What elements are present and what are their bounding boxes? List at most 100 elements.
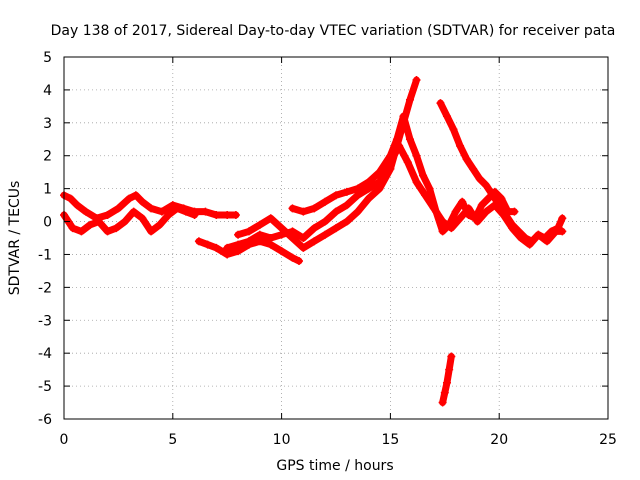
data-point (255, 230, 264, 239)
data-point (462, 155, 471, 164)
data-point (399, 112, 408, 121)
data-point (321, 217, 330, 226)
data-point (425, 184, 434, 193)
data-point (405, 135, 414, 144)
data-point (147, 204, 156, 213)
data-point (332, 207, 340, 216)
y-tick-label: 1 (43, 182, 52, 198)
data-point (449, 125, 458, 134)
data-point (181, 207, 190, 216)
data-point (447, 352, 456, 361)
data-point (540, 234, 549, 242)
data-point (155, 220, 164, 229)
data-point (405, 95, 414, 104)
y-tick-label: -4 (38, 346, 52, 362)
data-point (277, 230, 286, 239)
data-point (364, 194, 373, 203)
data-point (81, 207, 90, 216)
data-point (495, 201, 504, 210)
data-point (438, 227, 447, 236)
y-tick-label: 5 (43, 50, 52, 66)
series-trace-8 (438, 352, 456, 407)
data-point (442, 112, 451, 121)
data-point (138, 197, 147, 206)
data-point (244, 227, 253, 236)
data-point (445, 220, 454, 229)
data-point (438, 398, 447, 407)
data-point (86, 220, 95, 229)
data-point (201, 207, 210, 216)
y-tick-label: -1 (38, 247, 52, 263)
data-point (432, 207, 441, 216)
data-point (510, 207, 519, 216)
data-point (277, 247, 286, 256)
data-point (288, 253, 297, 262)
data-point (353, 184, 362, 193)
x-axis-label: GPS time / hours (276, 458, 393, 474)
data-point (419, 171, 428, 180)
data-point (451, 207, 460, 216)
data-point (321, 230, 330, 239)
data-point (244, 237, 253, 246)
series-trace (223, 142, 566, 252)
data-point (112, 224, 121, 233)
data-point (471, 214, 480, 223)
data-point (234, 240, 243, 249)
data-point (342, 187, 351, 196)
data-series (60, 76, 567, 407)
data-point (66, 194, 75, 203)
data-point (458, 197, 467, 206)
data-point (310, 237, 319, 246)
y-tick-label: 2 (43, 149, 52, 165)
series-trace (60, 204, 199, 235)
y-tick-label: -5 (38, 379, 52, 395)
data-point (364, 178, 373, 187)
x-tick-label: 5 (168, 432, 177, 448)
data-point (469, 164, 478, 173)
data-point (558, 227, 567, 236)
y-tick-label: 3 (43, 116, 52, 132)
y-tick-labels: -6 -5 -4 -3 -2 -1 0 1 2 3 4 5 (38, 50, 52, 428)
data-point (288, 204, 297, 213)
data-point (392, 135, 401, 144)
data-point (234, 230, 243, 239)
data-point (157, 207, 166, 216)
data-point (114, 204, 123, 213)
data-point (436, 99, 445, 108)
data-point (131, 191, 140, 200)
y-tick-label: -3 (38, 313, 52, 329)
data-point (103, 227, 112, 236)
x-tick-label: 25 (599, 432, 617, 448)
data-point (514, 227, 523, 236)
data-point (353, 207, 362, 216)
data-point (342, 217, 351, 226)
data-point (129, 207, 138, 216)
data-point (190, 210, 199, 219)
data-point (440, 388, 449, 397)
y-tick-label: -2 (38, 280, 52, 296)
chart-title: Day 138 of 2017, Sidereal Day-to-day VTE… (51, 23, 616, 39)
x-tick-label: 10 (273, 432, 291, 448)
data-point (386, 151, 395, 160)
data-point (482, 181, 491, 190)
data-point (223, 243, 232, 252)
y-tick-label: 0 (43, 215, 52, 231)
x-tick-label: 20 (490, 432, 508, 448)
data-point (321, 197, 330, 206)
data-point (194, 237, 203, 246)
data-point (456, 214, 465, 223)
data-point (558, 214, 567, 223)
data-point (501, 210, 510, 219)
data-point (288, 227, 297, 236)
data-point (342, 201, 351, 210)
data-point (375, 178, 384, 187)
data-point (553, 224, 562, 233)
data-point (332, 224, 340, 233)
y-tick-label: 4 (43, 83, 52, 99)
data-point (103, 210, 112, 219)
data-point (482, 207, 491, 216)
data-point (475, 174, 484, 183)
data-point (147, 227, 156, 236)
data-point (212, 243, 221, 252)
